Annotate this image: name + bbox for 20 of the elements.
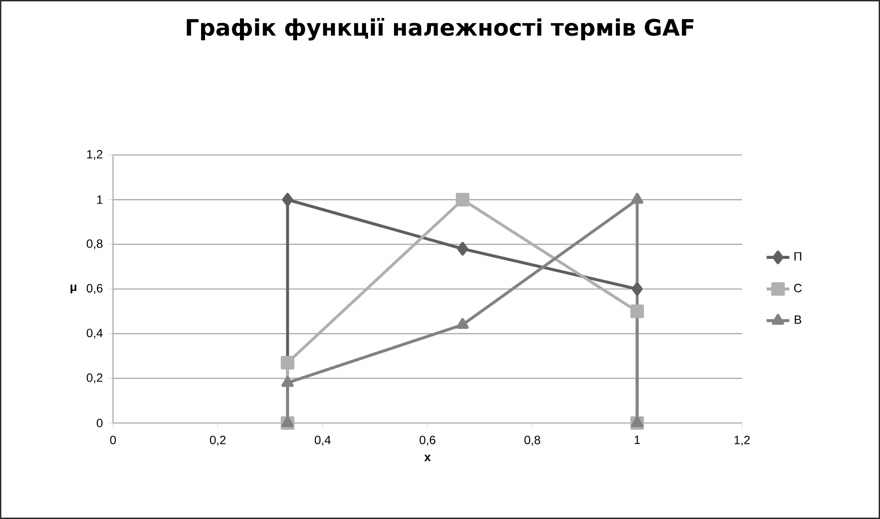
y-tick-label: 0,6 <box>86 284 102 294</box>
y-tick-label: 0,8 <box>86 239 102 250</box>
y-axis-title: μ <box>70 284 76 294</box>
x-axis-title: x <box>424 454 431 462</box>
x-tick-label: 1,2 <box>734 436 750 446</box>
y-tick-label: 1,2 <box>87 150 102 160</box>
x-tick-label: 0,6 <box>420 436 436 446</box>
x-tick-label: 1 <box>634 436 640 444</box>
legend-label: П <box>794 252 802 260</box>
x-tick-label: 0,8 <box>524 436 540 446</box>
legend-label: В <box>794 316 802 324</box>
x-tick-label: 0,4 <box>314 436 331 446</box>
x-tick-label: 0,2 <box>210 436 226 446</box>
y-tick-label: 1 <box>97 196 102 204</box>
y-tick-label: 0,4 <box>86 328 103 339</box>
x-tick-label: 0 <box>110 436 116 444</box>
chart-title: Графік функції належності термів GAF <box>186 18 694 40</box>
legend-label: С <box>794 284 802 292</box>
y-tick-label: 0,2 <box>86 373 102 384</box>
y-tick-label: 0 <box>96 418 102 428</box>
